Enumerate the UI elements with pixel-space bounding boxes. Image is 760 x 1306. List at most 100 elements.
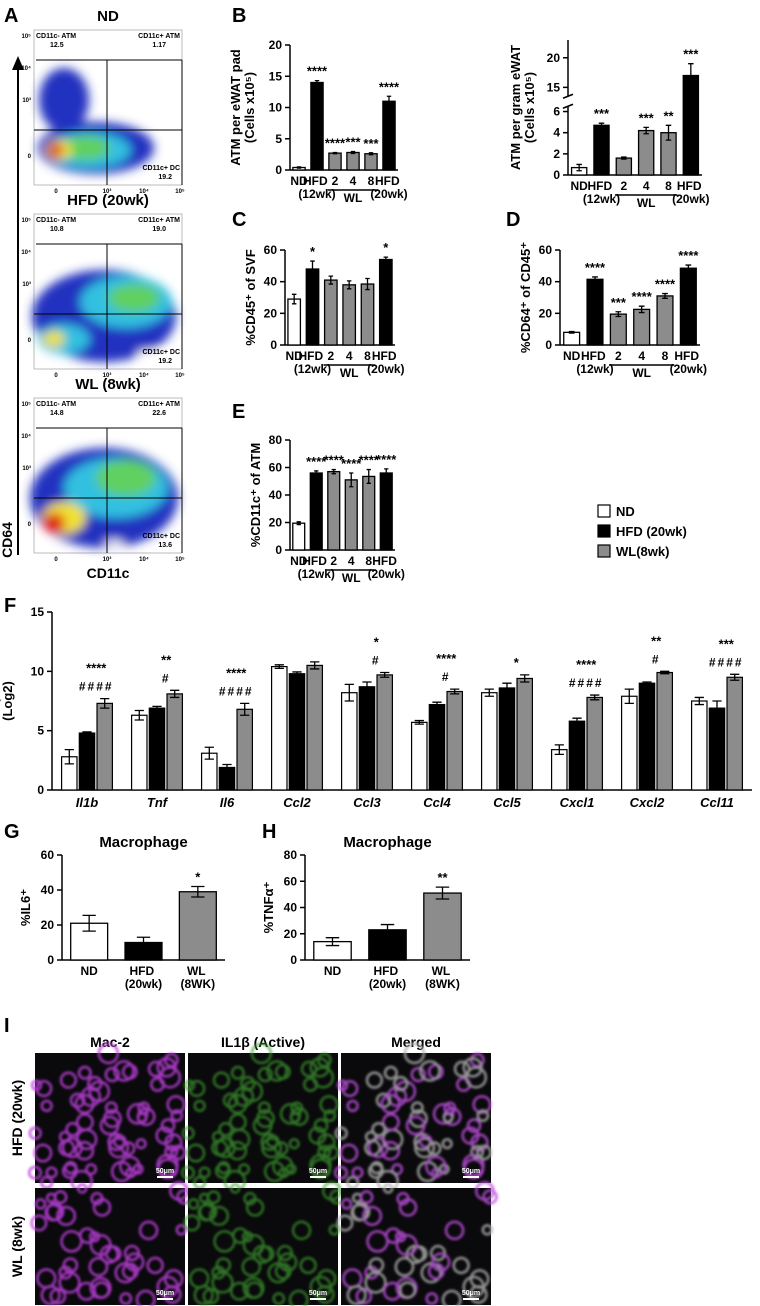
quadrant-value: 19.0 — [152, 226, 166, 233]
cell — [359, 1190, 374, 1205]
arrow-head — [12, 56, 24, 70]
panel-letter: G — [4, 821, 20, 843]
label-line: HFD — [372, 554, 400, 568]
error-bar — [576, 163, 582, 172]
label-line: (20wk) — [368, 567, 405, 581]
cell — [339, 1143, 359, 1163]
label-line: (8WK) — [425, 977, 460, 991]
density-plot — [38, 68, 154, 174]
error-bar — [386, 95, 392, 107]
bar — [288, 673, 306, 791]
significance: * — [374, 635, 380, 650]
cell — [371, 1121, 387, 1137]
y-tick-label: 15 — [269, 69, 283, 83]
bar — [726, 676, 744, 791]
x-tick-label: 2 — [327, 349, 334, 363]
x-tick-label: 8 — [364, 349, 371, 363]
cell — [175, 1224, 187, 1236]
cell — [290, 1101, 304, 1115]
y-tick-label: 20 — [269, 38, 283, 52]
cell — [238, 1163, 251, 1176]
label-line: WL — [432, 964, 454, 978]
error-bar — [136, 936, 151, 949]
x-tick-label: Ccl4 — [423, 795, 451, 810]
bar — [410, 721, 428, 791]
cell — [74, 1093, 95, 1114]
cell — [425, 1292, 439, 1306]
cell — [403, 1042, 426, 1065]
flow-title: ND — [97, 8, 119, 25]
y-axis-label: (Log2) — [0, 681, 15, 721]
bar — [379, 472, 393, 551]
label-line: HFD — [581, 349, 609, 363]
flow-x-tick: 0 — [54, 557, 58, 563]
cell — [99, 1115, 120, 1136]
label-line: (20wk) — [672, 192, 709, 206]
flow-y-tick: 0 — [28, 338, 32, 344]
column-header: Merged — [391, 1034, 441, 1050]
x-tick-label: HFD (12wk) — [583, 179, 620, 206]
cell — [123, 1244, 141, 1262]
bar — [382, 100, 396, 171]
cell — [323, 1109, 337, 1123]
flow-x-tick: 10⁴ — [139, 373, 149, 379]
bar — [323, 279, 338, 346]
error-bar — [64, 749, 74, 765]
cell — [217, 1161, 231, 1175]
cell — [120, 1141, 136, 1156]
error-bar — [328, 275, 334, 285]
error-bar — [204, 746, 214, 760]
cell — [108, 1137, 130, 1159]
cell — [257, 1066, 273, 1083]
cell — [469, 1269, 490, 1289]
y-tick-label: 20 — [41, 918, 55, 932]
cell — [288, 1138, 300, 1150]
density-region — [49, 143, 63, 157]
hash-mark: # — [372, 654, 381, 668]
error-bar — [380, 923, 395, 936]
cell — [164, 1145, 179, 1159]
cell — [288, 1289, 309, 1306]
cell — [193, 1175, 207, 1190]
cell — [370, 1161, 384, 1175]
flow-ylabel: CD64 — [0, 522, 15, 558]
cell — [119, 1292, 133, 1306]
y-tick-label: 0 — [553, 168, 560, 182]
cell — [452, 1256, 470, 1275]
y-tick-label: 40 — [41, 883, 55, 897]
group-label: WL — [340, 366, 359, 380]
flow-title: HFD (20wk) — [67, 192, 149, 209]
cell — [90, 1192, 104, 1206]
cell — [112, 1134, 127, 1149]
flow-y-tick: 10⁵ — [22, 402, 32, 408]
cell — [214, 1137, 236, 1159]
cell — [309, 1153, 332, 1177]
cell — [382, 1183, 394, 1194]
significance: **** — [306, 454, 327, 469]
hash-mark: # — [652, 652, 661, 666]
cell — [58, 1271, 81, 1294]
bar — [615, 157, 633, 176]
x-tick-label: 2 — [330, 554, 337, 568]
cell — [266, 1060, 288, 1082]
label-line: HFD — [375, 174, 403, 188]
y-tick-label: 80 — [269, 433, 283, 447]
error-bar — [222, 763, 232, 772]
cell — [211, 1271, 234, 1294]
quadrant-value: 13.6 — [158, 542, 172, 549]
bar — [236, 708, 254, 791]
hash-mark: #### — [79, 680, 114, 694]
cell — [441, 1289, 462, 1306]
flow-x-tick: 10³ — [103, 372, 112, 379]
bar — [305, 268, 320, 346]
x-tick-label: WL (8WK) — [425, 964, 460, 991]
legend-label: HFD (20wk) — [616, 524, 687, 539]
significance: **** — [307, 64, 328, 79]
cell — [441, 1138, 453, 1150]
hash-mark: #### — [709, 655, 744, 669]
error-bar — [368, 152, 374, 156]
group-label: WL — [342, 571, 361, 585]
cell — [156, 1275, 179, 1299]
density-region — [108, 284, 160, 312]
bar — [292, 522, 306, 551]
